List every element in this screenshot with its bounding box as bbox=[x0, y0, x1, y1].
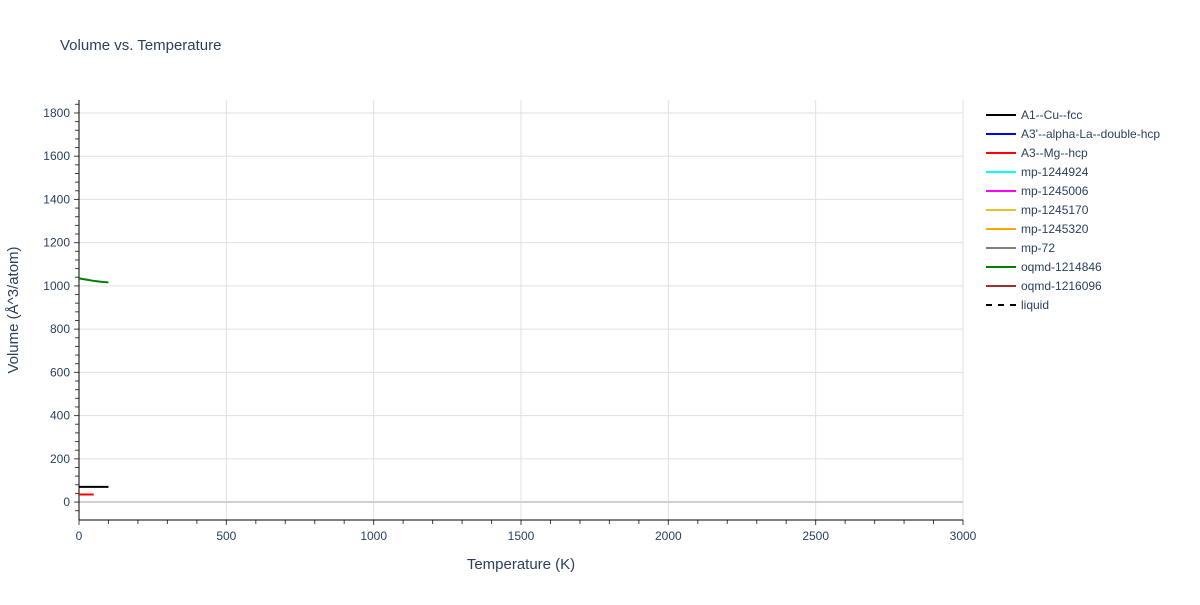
legend-item[interactable]: mp-72 bbox=[986, 241, 1055, 255]
x-tick-label: 1500 bbox=[508, 529, 535, 543]
legend-item[interactable]: mp-1245006 bbox=[986, 184, 1089, 198]
legend-label: A3--Mg--hcp bbox=[1021, 146, 1088, 160]
legend-label: A3'--alpha-La--double-hcp bbox=[1021, 127, 1160, 141]
legend-label: mp-1244924 bbox=[1021, 165, 1089, 179]
y-tick-label: 200 bbox=[50, 452, 70, 466]
legend-label: oqmd-1214846 bbox=[1021, 260, 1102, 274]
x-tick-label: 500 bbox=[216, 529, 236, 543]
y-tick-label: 0 bbox=[63, 495, 70, 509]
legend-label: oqmd-1216096 bbox=[1021, 279, 1102, 293]
legend-label: mp-1245320 bbox=[1021, 222, 1089, 236]
legend-item[interactable]: liquid bbox=[986, 298, 1049, 312]
y-tick-label: 1800 bbox=[43, 106, 70, 120]
legend-item[interactable]: mp-1245170 bbox=[986, 203, 1089, 217]
x-tick-label: 2000 bbox=[655, 529, 682, 543]
legend-label: mp-1245006 bbox=[1021, 184, 1089, 198]
legend-item[interactable]: A3'--alpha-La--double-hcp bbox=[986, 127, 1160, 141]
legend-label: mp-1245170 bbox=[1021, 203, 1089, 217]
y-tick-label: 1400 bbox=[43, 192, 70, 206]
legend-item[interactable]: oqmd-1214846 bbox=[986, 260, 1102, 274]
y-axis-label: Volume (Å^3/atom) bbox=[5, 246, 22, 373]
y-tick-label: 600 bbox=[50, 365, 70, 379]
y-tick-label: 1000 bbox=[43, 279, 70, 293]
series-line-oqmd-1214846 bbox=[78, 277, 109, 284]
legend-label: liquid bbox=[1021, 298, 1049, 312]
legend-item[interactable]: A3--Mg--hcp bbox=[986, 146, 1088, 160]
legend-item[interactable]: mp-1245320 bbox=[986, 222, 1089, 236]
y-tick-label: 1200 bbox=[43, 236, 70, 250]
y-tick-label: 400 bbox=[50, 409, 70, 423]
legend-item[interactable]: mp-1244924 bbox=[986, 165, 1089, 179]
chart-title: Volume vs. Temperature bbox=[60, 37, 221, 54]
legend-item[interactable]: oqmd-1216096 bbox=[986, 279, 1102, 293]
y-tick-label: 1600 bbox=[43, 149, 70, 163]
y-tick-label: 800 bbox=[50, 322, 70, 336]
legend-label: A1--Cu--fcc bbox=[1021, 108, 1082, 122]
x-tick-label: 3000 bbox=[950, 529, 977, 543]
legend-label: mp-72 bbox=[1021, 241, 1055, 255]
x-tick-label: 1000 bbox=[360, 529, 387, 543]
x-tick-label: 2500 bbox=[802, 529, 829, 543]
x-tick-label: 0 bbox=[76, 529, 83, 543]
legend-item[interactable]: A1--Cu--fcc bbox=[986, 108, 1082, 122]
x-axis-label: Temperature (K) bbox=[467, 556, 575, 573]
